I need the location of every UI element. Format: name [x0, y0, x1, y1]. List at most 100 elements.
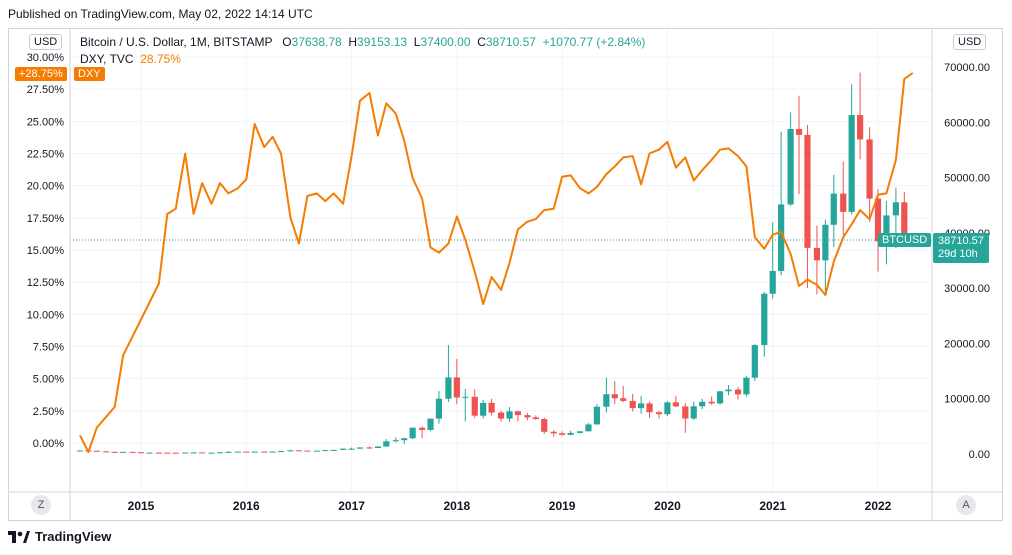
x-axis-tick-label: 2019 — [549, 499, 576, 513]
candle-body — [901, 202, 908, 246]
btc-candle — [672, 395, 679, 408]
candle-body — [532, 417, 539, 420]
left-axis-tick-label: 12.50% — [27, 277, 65, 289]
right-axis-tick-label: 60000.00 — [944, 117, 990, 129]
btc-candle — [761, 292, 768, 357]
candle-body — [795, 128, 803, 135]
left-axis-tick-label: 30.00% — [27, 52, 65, 64]
candle-body — [313, 450, 320, 452]
high-label: H — [348, 35, 358, 49]
btc-candle — [866, 127, 873, 222]
candle-body — [269, 451, 276, 453]
btc-candle — [445, 345, 452, 403]
btcusd-symbol-badge: BTCUSD — [878, 233, 932, 247]
left-axis-tick-label: 17.50% — [27, 213, 65, 225]
dxy-series-line — [79, 72, 914, 453]
candle-body — [225, 451, 232, 453]
compare-value: 28.75% — [140, 52, 181, 66]
btc-candle — [795, 95, 803, 195]
auto-scale-button[interactable]: A — [956, 495, 976, 515]
candle-body — [146, 452, 153, 454]
candle-body — [866, 139, 873, 199]
x-axis-ticks: 2015 2016 2017 2018 2019 2020 2021 2022 — [128, 499, 892, 513]
left-axis-tick-label: 27.50% — [27, 84, 65, 96]
candle-body — [234, 451, 241, 453]
btc-candle — [787, 112, 794, 206]
tradingview-logo[interactable]: TradingView — [8, 529, 111, 544]
candle-body — [751, 345, 758, 378]
low-value: 37400.00 — [420, 35, 471, 49]
candle-body — [761, 293, 768, 346]
candle-body — [322, 450, 329, 452]
btc-candle — [182, 452, 189, 454]
candle-body — [453, 377, 460, 398]
btc-candle — [690, 401, 697, 420]
right-axis-tick-label: 0.00 — [969, 449, 990, 461]
btc-candle — [172, 452, 179, 454]
btc-candle — [655, 410, 663, 419]
right-axis-tick-label: 30000.00 — [944, 283, 990, 295]
candle-body — [216, 452, 224, 454]
right-scale-currency-button[interactable]: USD — [953, 34, 987, 50]
btc-candle — [216, 452, 224, 454]
open-value: 37638.78 — [291, 35, 342, 49]
btc-candle — [488, 398, 495, 416]
btc-candle — [804, 125, 811, 289]
candle-body — [620, 398, 627, 401]
close-label: C — [477, 35, 486, 49]
candle-body — [585, 424, 592, 432]
btc-candle — [269, 451, 276, 453]
candle-body — [743, 377, 750, 395]
candle-body — [541, 419, 548, 432]
candle-body — [190, 452, 197, 454]
candle-body — [76, 450, 84, 452]
candle-body — [401, 438, 408, 441]
candle-body — [480, 402, 487, 416]
x-axis-tick-label: 2018 — [444, 499, 471, 513]
compare-series-legend: DXY, TVC 28.75% — [80, 52, 181, 66]
right-axis-tick-label: 50000.00 — [944, 173, 990, 185]
candle-body — [629, 400, 636, 409]
x-axis-tick-label: 2022 — [865, 499, 892, 513]
left-axis-tick-label: 10.00% — [27, 309, 65, 321]
x-axis-tick-label: 2021 — [759, 499, 786, 513]
candle-body — [120, 451, 127, 453]
candle-body — [295, 450, 303, 452]
left-scale-currency-button[interactable]: USD — [29, 34, 63, 50]
right-axis-tick-label: 70000.00 — [944, 62, 990, 74]
btc-candle — [356, 447, 364, 449]
candle-body — [672, 402, 679, 407]
dxy-symbol-badge: DXY — [74, 67, 105, 81]
btc-candle — [392, 437, 399, 443]
candle-body — [559, 433, 566, 435]
btc-candle — [348, 447, 355, 450]
btc-candle — [471, 389, 478, 419]
btc-candle — [874, 189, 882, 272]
btc-candle — [480, 399, 487, 419]
candle-body — [778, 204, 785, 271]
candle-body — [137, 452, 145, 454]
btc-candle — [638, 395, 645, 414]
candle-body — [462, 396, 469, 398]
left-axis-tick-label: 22.50% — [27, 149, 65, 161]
left-axis-tick-label: 5.00% — [33, 374, 64, 386]
candle-body — [366, 447, 373, 449]
candle-body — [787, 128, 794, 205]
candle-body — [261, 451, 268, 453]
btc-candle — [567, 430, 574, 436]
btc-candle — [251, 451, 258, 453]
timezone-button[interactable]: Z — [31, 495, 51, 515]
left-axis-tick-label: 20.00% — [27, 181, 65, 193]
candle-body — [93, 450, 100, 452]
candle-body — [857, 115, 864, 140]
candle-body — [103, 451, 110, 453]
candle-body — [419, 427, 426, 430]
btc-candle — [401, 437, 408, 445]
btc-candle — [734, 387, 742, 400]
btc-candle — [699, 398, 706, 410]
btc-candle — [611, 381, 618, 405]
published-caption: Published on TradingView.com, May 02, 20… — [8, 7, 313, 21]
candle-body — [172, 452, 179, 454]
btc-candle — [620, 385, 627, 403]
